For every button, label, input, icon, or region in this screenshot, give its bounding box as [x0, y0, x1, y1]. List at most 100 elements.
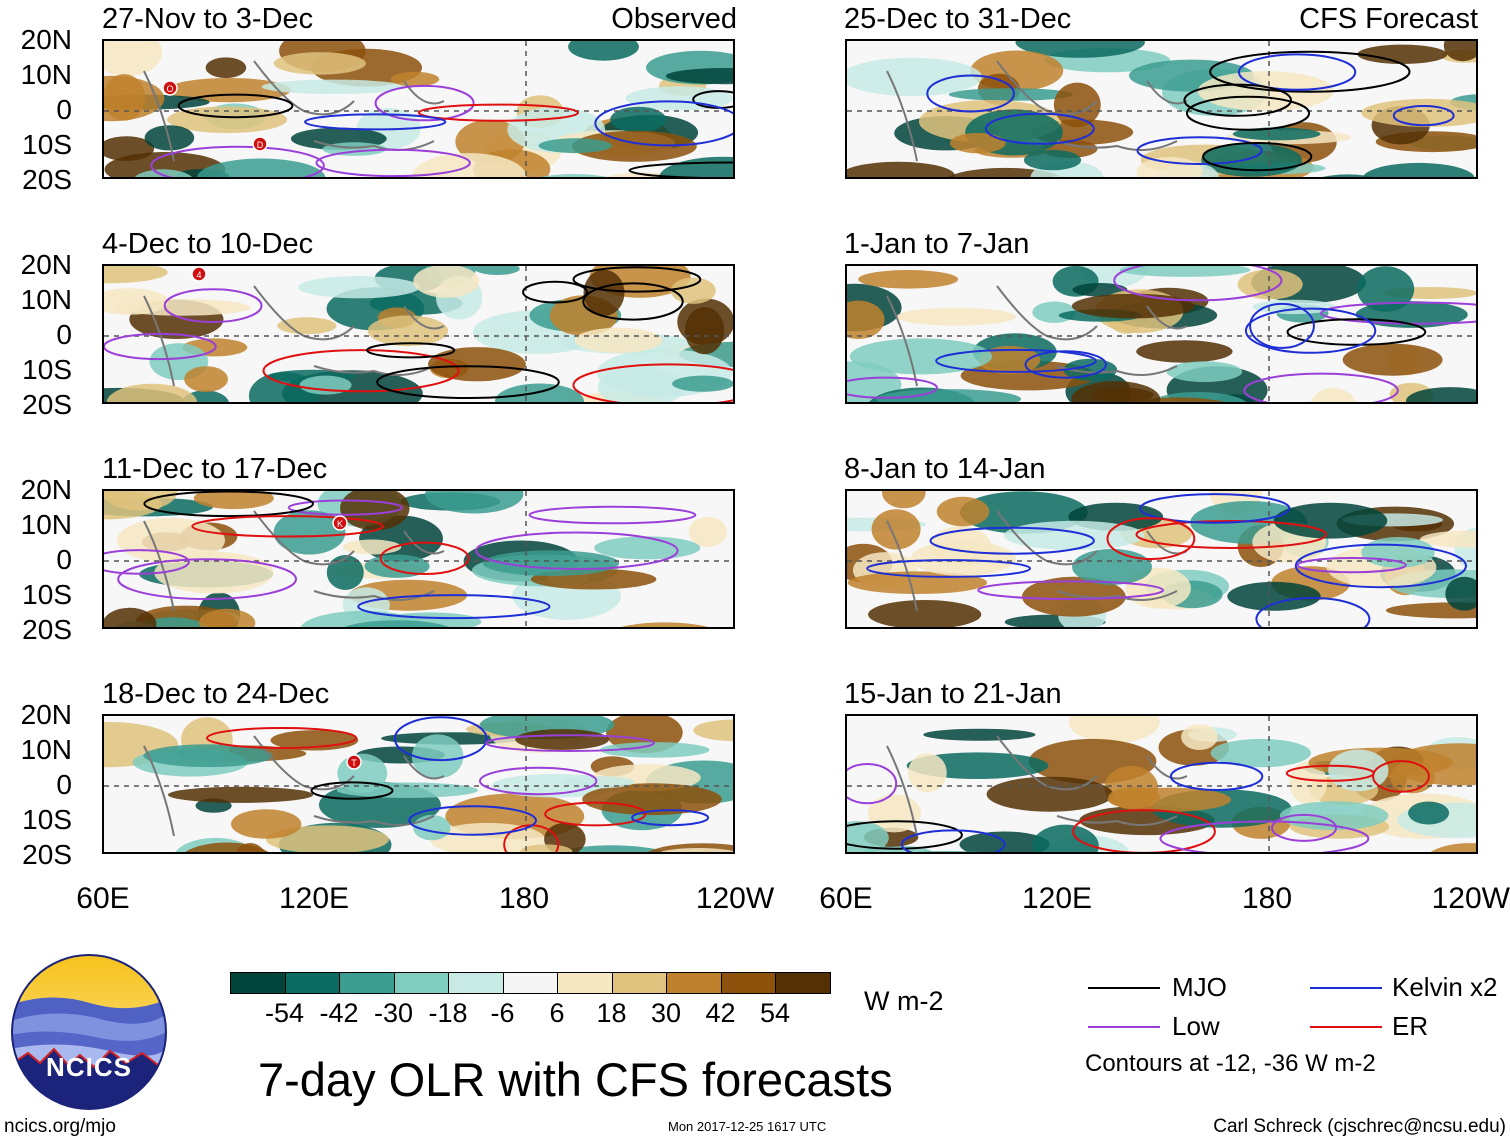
contour-line [572, 266, 702, 293]
contour-line [117, 558, 297, 600]
contour-line [900, 829, 1006, 852]
olr-anomaly-blob [104, 607, 157, 627]
contour-line [847, 763, 898, 805]
svg-text:T: T [351, 758, 357, 768]
contour-line [1296, 557, 1407, 574]
contour-line [1320, 301, 1476, 325]
olr-anomaly-blob [495, 383, 584, 402]
colorbar-swatch [557, 972, 613, 994]
contour-line [376, 365, 560, 399]
colorbar-label: 6 [549, 998, 565, 1028]
olr-anomaly-blob [1015, 41, 1145, 58]
olr-anomaly-blob [867, 794, 922, 833]
contour-line [104, 332, 217, 361]
lon-label-120w-left: 120W [695, 882, 775, 915]
olr-anomaly-blob [1210, 738, 1311, 768]
storm-marker: K [332, 515, 348, 531]
olr-anomaly-blob [1321, 174, 1374, 177]
colorbar-swatch [230, 972, 286, 994]
contour-line [582, 282, 684, 321]
olr-map-3: K [104, 491, 733, 630]
olr-anomaly-blob [411, 734, 464, 779]
contour-line [104, 549, 190, 575]
lat-label: 10N [20, 59, 72, 90]
contour-line [1183, 83, 1293, 117]
olr-anomaly-blob [871, 509, 921, 550]
olr-anomaly-blob [1136, 157, 1203, 177]
storm-marker: T [346, 754, 362, 770]
olr-anomaly-blob [185, 842, 269, 852]
colorbar-swatch [666, 972, 722, 994]
contour-line [177, 93, 294, 119]
panel-title-7: 8-Jan to 14-Jan [844, 453, 1046, 485]
contour-line [594, 100, 733, 147]
olr-anomaly-blob [249, 629, 294, 630]
contour-line [1202, 142, 1313, 172]
colorbar-swatch [611, 972, 667, 994]
contour-line [847, 376, 938, 399]
contour-line [191, 515, 384, 538]
olr-anomaly-blob [658, 156, 733, 177]
olr-anomaly-blob [1273, 502, 1388, 539]
colorbar-label: -54 [264, 998, 305, 1028]
olr-anomaly-blob [1119, 266, 1251, 277]
olr-anomaly-blob [847, 57, 982, 97]
olr-anomaly-blob [688, 516, 728, 547]
olr-anomaly-blob [1181, 724, 1218, 750]
olr-anomaly-blob [1023, 149, 1082, 171]
olr-anomaly-blob [660, 848, 733, 852]
coastline [143, 285, 445, 387]
lat-label: 20S [22, 389, 72, 420]
lon-label-120e-left: 120E [278, 882, 350, 915]
contour-line [1286, 318, 1427, 346]
olr-anomaly-blob [1166, 361, 1243, 383]
colorbar-label: 42 [705, 998, 736, 1028]
colorbar-swatch [502, 972, 558, 994]
olr-anomaly-blob [1136, 340, 1233, 363]
olr-anomaly-blob [574, 327, 663, 353]
olr-anomaly-blob [1107, 787, 1232, 812]
map-panel-4: T [102, 714, 735, 854]
olr-anomaly-blob [910, 541, 1016, 576]
olr-anomaly-blob [1071, 293, 1195, 319]
olr-anomaly-blob [106, 383, 198, 402]
contour-line [287, 499, 403, 516]
olr-anomaly-blob [428, 347, 526, 382]
olr-anomaly-blob [858, 270, 959, 289]
olr-anomaly-blob [1237, 269, 1303, 300]
colorbar-label: -6 [490, 998, 515, 1028]
olr-anomaly-blob [672, 375, 733, 392]
olr-anomaly-blob [568, 41, 639, 61]
olr-anomaly-blob [117, 517, 225, 563]
map-panel-7 [845, 489, 1478, 629]
contour-line [1244, 307, 1377, 354]
storm-marker: O [162, 80, 178, 96]
footer-credit: Carl Schreck (cjschrec@ncsu.edu) [1213, 1116, 1506, 1137]
olr-anomaly-blob [868, 600, 982, 627]
legend-label-er: ER [1392, 1011, 1429, 1041]
contour-line [206, 727, 358, 749]
olr-anomaly-blob [572, 130, 697, 162]
contour-line [866, 559, 1031, 578]
map-panel-6 [845, 264, 1478, 404]
olr-anomaly-blob [1430, 843, 1476, 852]
olr-anomaly-blob [1361, 537, 1435, 568]
olr-anomaly-blob [556, 845, 667, 852]
olr-anomaly-blob [876, 389, 1022, 402]
contour-line [1185, 95, 1311, 131]
contour-line [572, 363, 733, 402]
olr-anomaly-blob [1420, 530, 1476, 548]
olr-map-6 [847, 266, 1476, 402]
olr-anomaly-blob [337, 753, 388, 793]
olr-anomaly-blob [540, 174, 608, 177]
olr-anomaly-blob [923, 728, 1036, 741]
contour-line [408, 805, 538, 836]
footer-url[interactable]: ncics.org/mjo [4, 1116, 116, 1137]
olr-anomaly-blob [277, 317, 337, 335]
coastline [886, 285, 1188, 387]
main-title: 7-day OLR with CFS forecasts [258, 1053, 893, 1106]
lat-label: 10S [22, 129, 72, 160]
contour-line [304, 113, 447, 131]
contour-line [1139, 493, 1291, 524]
olr-anomaly-blob [273, 510, 346, 555]
